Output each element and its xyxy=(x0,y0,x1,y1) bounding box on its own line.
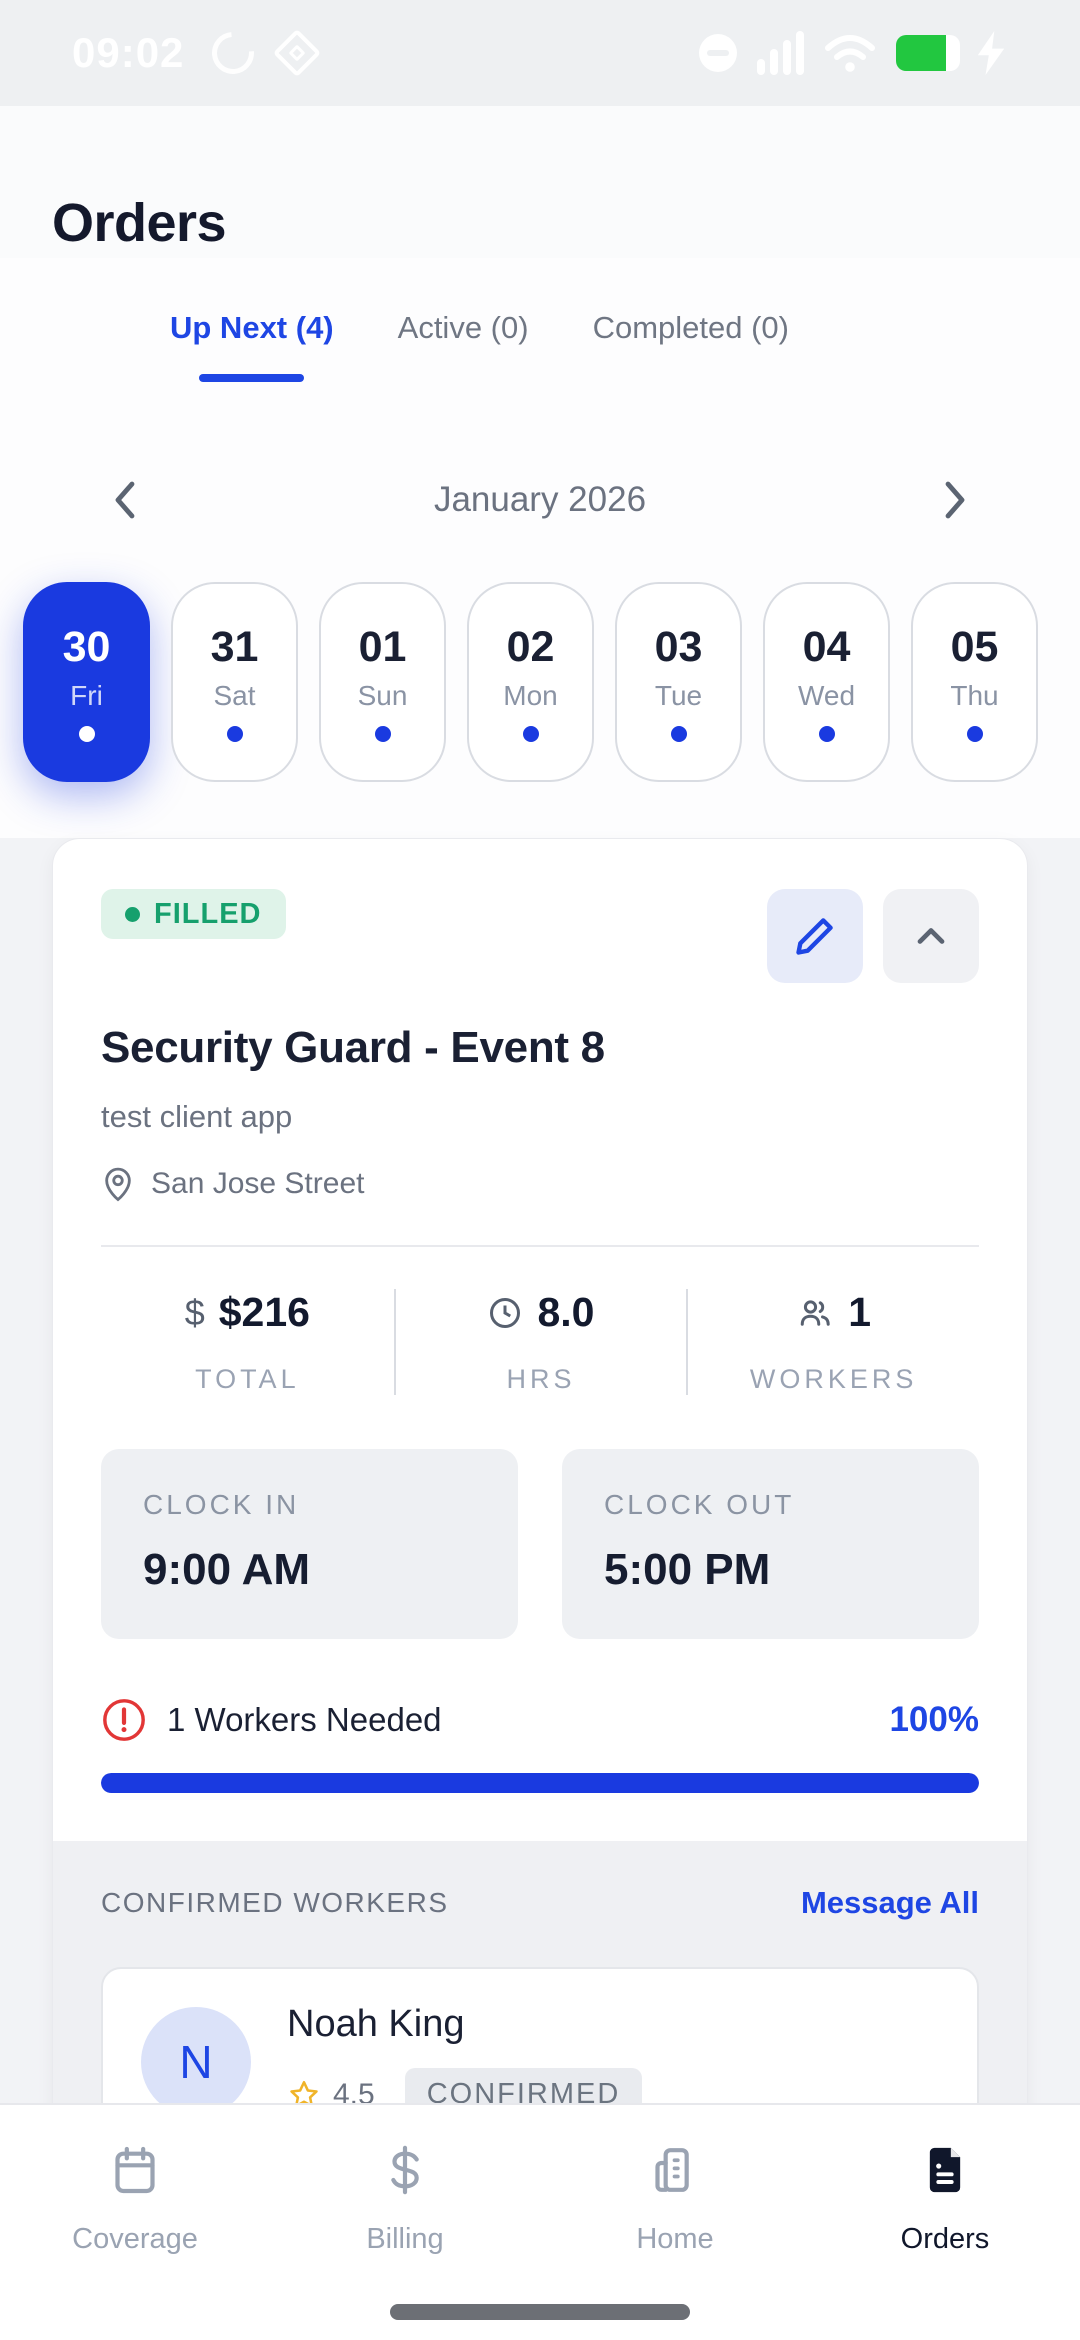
day-pill[interactable]: 04 Wed xyxy=(763,582,890,782)
message-all-link[interactable]: Message All xyxy=(800,1885,979,1920)
day-pill[interactable]: 03 Tue xyxy=(615,582,742,782)
document-icon xyxy=(917,2135,973,2205)
signal-icon xyxy=(757,31,804,75)
nav-item-orders[interactable]: Orders xyxy=(810,2135,1080,2340)
status-time: 09:02 xyxy=(72,29,185,76)
edit-button[interactable] xyxy=(767,889,863,983)
date-strip: 30 Fri 31 Sat 01 Sun 02 Mon 03 Tue xyxy=(0,582,1080,782)
order-title: Security Guard - Event 8 xyxy=(101,1023,605,1072)
day-dot xyxy=(226,725,243,742)
chevron-right-icon[interactable] xyxy=(924,470,984,530)
dollar-icon xyxy=(377,2135,433,2205)
status-left-icons xyxy=(203,23,322,83)
diamond-icon xyxy=(273,28,322,78)
page-title: Orders xyxy=(52,193,227,253)
worker-name: Noah King xyxy=(287,2003,465,2045)
chevron-left-icon[interactable] xyxy=(96,470,156,530)
location-pin-icon xyxy=(105,1167,131,1202)
alert-icon xyxy=(103,1699,145,1741)
workers-needed-row: 1 Workers Needed 100% xyxy=(101,1697,979,1743)
order-location: San Jose Street xyxy=(101,1165,979,1203)
chevron-up-icon xyxy=(917,928,945,944)
day-dot xyxy=(818,725,835,742)
battery-icon xyxy=(896,35,960,71)
status-dot-icon xyxy=(125,906,140,922)
day-pill[interactable]: 01 Sun xyxy=(319,582,446,782)
day-pill[interactable]: 05 Thu xyxy=(911,582,1038,782)
tab-active[interactable]: Active (0) xyxy=(397,310,529,345)
progress-fill xyxy=(101,1773,979,1793)
day-pill[interactable]: 31 Sat xyxy=(171,582,298,782)
divider xyxy=(101,1245,979,1247)
nav-item-home[interactable]: Home xyxy=(540,2135,810,2340)
wifi-icon xyxy=(825,35,875,72)
charging-bolt-icon xyxy=(977,31,1005,75)
stat-hours: 8.0 HRS xyxy=(393,1289,687,1395)
order-stats: $ $216 TOTAL 8.0 HRS xyxy=(101,1289,979,1395)
day-dot xyxy=(78,725,95,742)
status-right-icons xyxy=(699,31,1008,75)
do-not-disturb-icon xyxy=(699,34,737,72)
day-dot xyxy=(522,725,539,742)
tab-up-next[interactable]: Up Next (4) xyxy=(170,310,334,382)
order-tabs: Up Next (4) Active (0) Completed (0) xyxy=(0,258,1080,382)
avatar: N xyxy=(141,2007,251,2117)
day-dot xyxy=(670,725,687,742)
month-title: January 2026 xyxy=(433,480,647,519)
page-header: Orders xyxy=(0,106,1080,258)
calendar-icon xyxy=(107,2135,163,2205)
building-icon xyxy=(647,2135,703,2205)
tabs-calendar-section: Up Next (4) Active (0) Completed (0) Jan… xyxy=(0,258,1080,838)
bottom-nav: Coverage Billing Home Orders xyxy=(0,2103,1080,2340)
loading-spinner-icon xyxy=(203,23,264,83)
nav-item-coverage[interactable]: Coverage xyxy=(0,2135,270,2340)
day-dot xyxy=(966,725,983,742)
home-indicator[interactable] xyxy=(390,2304,690,2320)
clock-icon xyxy=(487,1295,523,1331)
fill-percent: 100% xyxy=(889,1700,979,1739)
stat-total: $ $216 TOTAL xyxy=(184,1289,310,1394)
month-navigator: January 2026 xyxy=(0,470,1080,530)
progress-bar xyxy=(101,1773,979,1793)
order-card: FILLED Security Guard - Event 8 test cli… xyxy=(52,838,1028,2160)
collapse-button[interactable] xyxy=(883,889,979,983)
day-pill[interactable]: 30 Fri xyxy=(23,582,150,782)
confirmed-workers-header: CONFIRMED WORKERS xyxy=(101,1887,449,1918)
workers-needed-text: 1 Workers Needed xyxy=(167,1701,442,1738)
day-pill[interactable]: 02 Mon xyxy=(467,582,594,782)
day-dot xyxy=(374,725,391,742)
clock-out-box: CLOCK OUT 5:00 PM xyxy=(562,1449,979,1639)
star-icon xyxy=(290,2080,318,2107)
status-bar: 09:02 xyxy=(0,0,1080,106)
clock-in-box: CLOCK IN 9:00 AM xyxy=(101,1449,518,1639)
status-badge: FILLED xyxy=(101,889,286,939)
dollar-icon: $ xyxy=(184,1291,205,1333)
people-icon xyxy=(796,1295,834,1331)
tab-completed[interactable]: Completed (0) xyxy=(592,310,789,345)
nav-item-billing[interactable]: Billing xyxy=(270,2135,540,2340)
order-client: test client app xyxy=(101,1099,293,1134)
active-tab-underline xyxy=(199,374,305,382)
pencil-icon xyxy=(796,918,833,955)
stat-workers: 1 WORKERS xyxy=(686,1289,979,1395)
